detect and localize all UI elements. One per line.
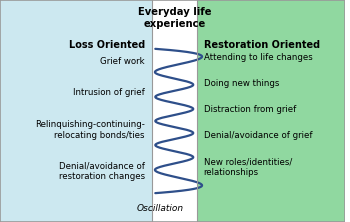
Text: New roles/identities/
relationships: New roles/identities/ relationships [204,158,292,177]
Text: Oscillation: Oscillation [137,204,184,213]
Bar [197,0,345,222]
Text: Doing new things: Doing new things [204,79,279,88]
Text: Attending to life changes: Attending to life changes [204,53,312,62]
Bar [152,0,197,222]
Text: Denial/avoidance of
restoration changes: Denial/avoidance of restoration changes [59,161,145,181]
Text: Grief work: Grief work [100,57,145,65]
Text: Distraction from grief: Distraction from grief [204,105,296,114]
Text: Relinquishing-continuing-
relocating bonds/ties: Relinquishing-continuing- relocating bon… [35,120,145,140]
Bar [0,0,152,222]
Text: Denial/avoidance of grief: Denial/avoidance of grief [204,131,312,140]
Text: Intrusion of grief: Intrusion of grief [73,88,145,97]
Text: Everyday life
experience: Everyday life experience [138,7,211,29]
Text: Loss Oriented: Loss Oriented [69,40,145,50]
Text: Restoration Oriented: Restoration Oriented [204,40,320,50]
